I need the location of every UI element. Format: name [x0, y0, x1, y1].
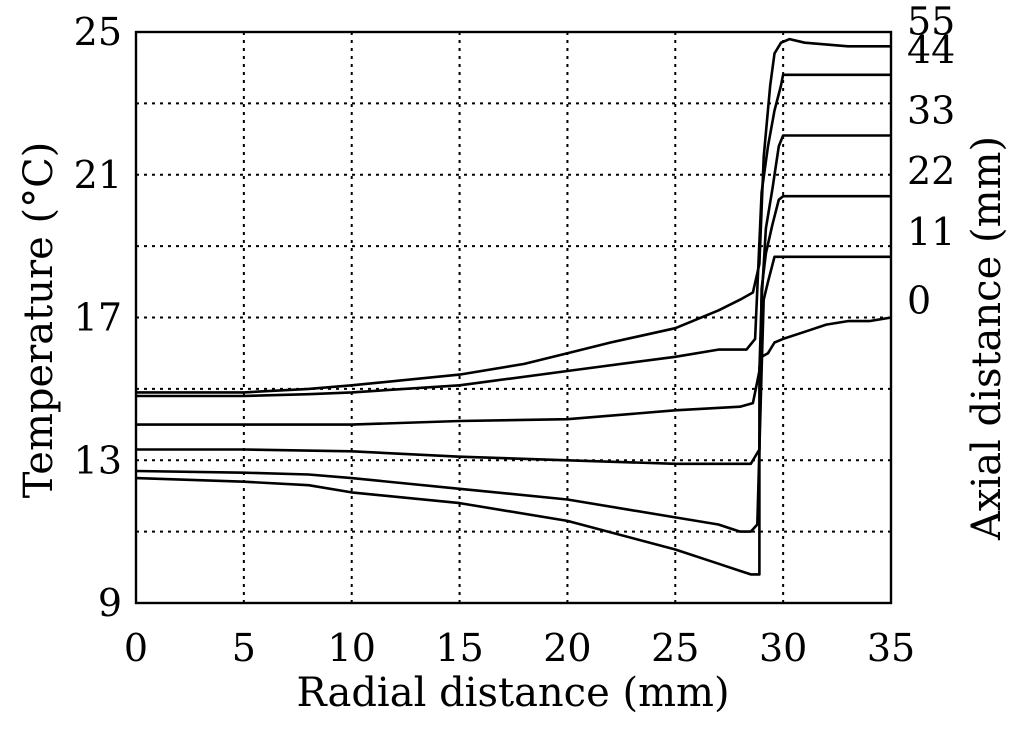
plot-frame [134, 30, 893, 605]
y-tick-label: 25 [74, 10, 122, 54]
x-tick-labels: 0 5 10 15 20 25 30 35 [124, 626, 915, 670]
y-tick-labels: 9 13 17 21 25 [74, 10, 122, 625]
series-label-44: 44 [907, 28, 955, 72]
series-line-55 [136, 37, 891, 394]
x-tick-label: 10 [328, 626, 376, 670]
x-tick-label: 25 [651, 626, 699, 670]
series-label-33: 33 [907, 88, 955, 132]
y-tick-label: 17 [74, 296, 122, 340]
series-label-11: 11 [907, 210, 955, 254]
grid-lines [136, 32, 891, 603]
x-tick-label: 20 [543, 626, 591, 670]
series-group [135, 37, 892, 576]
series-label-0: 0 [907, 279, 931, 323]
x-tick-label: 0 [124, 626, 148, 670]
series-line-33 [136, 134, 891, 426]
x-tick-label: 30 [759, 626, 807, 670]
x-tick-label: 5 [232, 626, 256, 670]
x-tick-label: 15 [435, 626, 483, 670]
x-axis-label: Radial distance (mm) [296, 670, 729, 716]
series-line-11 [135, 255, 891, 533]
series-line-0 [135, 316, 892, 576]
series-label-22: 22 [907, 149, 955, 193]
series-line-22 [136, 194, 891, 466]
x-tick-label: 35 [867, 626, 915, 670]
series-line-44 [136, 73, 891, 398]
right-axis-label: Axial distance (mm) [964, 136, 1010, 541]
y-tick-label: 9 [98, 581, 122, 625]
series-label-55: 55 [907, 0, 955, 43]
y-tick-label: 13 [74, 438, 122, 482]
y-tick-label: 21 [74, 153, 122, 197]
y-axis-label: Temperature (°C) [16, 142, 62, 499]
